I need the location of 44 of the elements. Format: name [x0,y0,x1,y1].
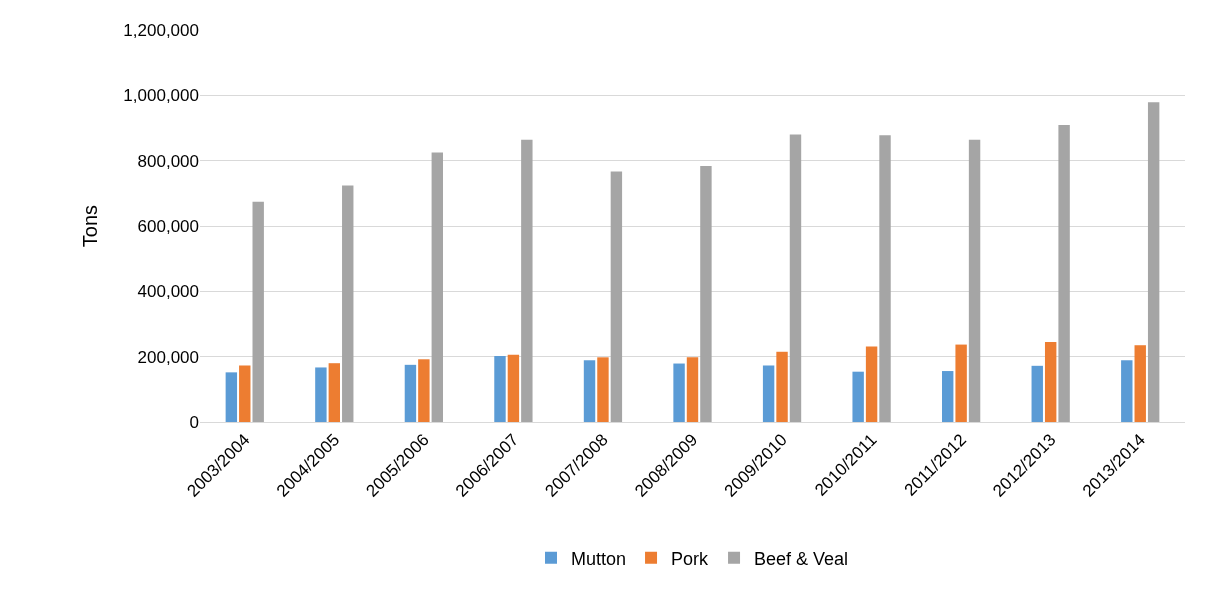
bar [404,364,417,422]
bar [700,165,712,422]
legend-label: Beef & Veal [754,548,849,569]
bar [789,134,802,422]
bar [1147,102,1160,422]
bar [328,363,341,422]
bar [521,139,533,422]
bar [252,201,264,422]
bar [686,357,699,422]
bar [507,354,520,422]
bar [1121,360,1133,422]
bar [418,359,430,422]
bar [583,360,596,422]
legend-label: Pork [671,548,710,569]
bar [431,152,443,422]
bar [1031,365,1043,422]
y-tick-label: 1,000,000 [123,86,199,106]
bar [852,371,864,422]
y-tick-label: 0 [189,412,199,432]
y-tick-label: 400,000 [137,282,199,302]
bar [1134,345,1146,422]
bar [342,185,354,422]
bar [494,356,506,422]
y-tick-label: 800,000 [137,151,199,171]
bar [879,135,891,422]
bar [1044,341,1057,422]
bar [239,365,251,422]
bar [968,139,981,422]
y-axis-title: Tons [78,204,101,248]
y-tick-label: 600,000 [137,216,199,236]
bar [942,371,954,422]
bar [955,344,967,422]
bar [225,372,238,422]
bar [865,346,878,422]
bar [610,171,623,422]
legend-label: Mutton [571,548,627,569]
bar [673,363,685,422]
y-tick-label: 200,000 [137,347,199,367]
bar [762,365,775,422]
y-tick-label: 1,200,000 [123,20,199,40]
bar [1058,125,1070,422]
bar [776,351,788,422]
bar [597,357,609,422]
bar [315,367,327,422]
